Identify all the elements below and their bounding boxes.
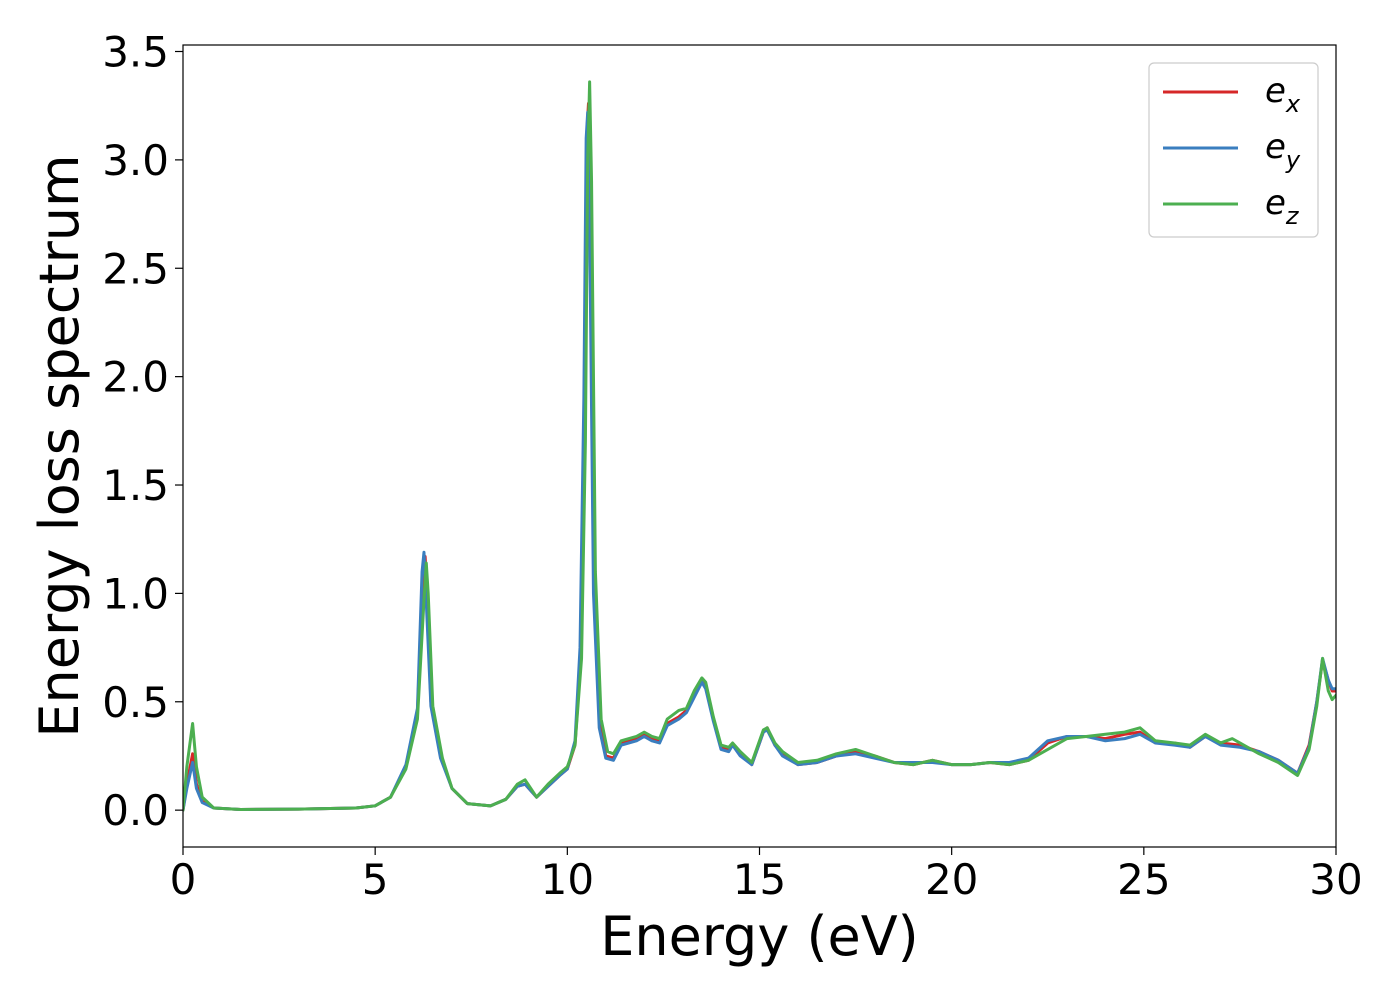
legend-label-subscript: x — [1285, 90, 1301, 118]
x-tick-label: 30 — [1309, 855, 1362, 904]
legend-label-y: ey — [1265, 127, 1301, 174]
x-axis-title: Energy (eV) — [600, 905, 919, 968]
y-tick-label: 1.5 — [102, 461, 169, 510]
x-tick-label: 0 — [170, 855, 197, 904]
series-layer — [183, 80, 1336, 812]
y-tick-label: 3.5 — [102, 28, 169, 77]
y-axis-title: Energy loss spectrum — [28, 154, 91, 737]
y-tick-label: 0.5 — [102, 678, 169, 727]
y-axis: 0.0 0.5 1.0 1.5 2.0 2.5 3.0 3.5 — [102, 28, 183, 835]
x-tick-label: 20 — [925, 855, 978, 904]
legend-label-subscript: y — [1285, 146, 1301, 174]
x-tick-label: 15 — [733, 855, 786, 904]
legend-label-base: e — [1265, 71, 1286, 111]
x-tick-label: 10 — [541, 855, 594, 904]
y-tick-label: 0.0 — [102, 786, 169, 835]
legend-label-base: e — [1265, 183, 1286, 223]
series-line-z — [183, 80, 1336, 812]
legend-label-subscript: z — [1285, 202, 1300, 230]
x-tick-label: 5 — [362, 855, 389, 904]
y-tick-label: 2.5 — [102, 244, 169, 293]
y-tick-label: 3.0 — [102, 136, 169, 185]
y-tick-label: 1.0 — [102, 569, 169, 618]
series-line-y — [183, 110, 1336, 812]
legend-label-z: ez — [1265, 183, 1300, 230]
legend-box — [1148, 62, 1319, 238]
x-tick-label: 25 — [1117, 855, 1170, 904]
y-tick-label: 2.0 — [102, 353, 169, 402]
x-axis: 0 5 10 15 20 25 30 — [170, 847, 1363, 904]
legend-label-x: ex — [1265, 71, 1301, 118]
legend-label-base: e — [1265, 127, 1286, 167]
